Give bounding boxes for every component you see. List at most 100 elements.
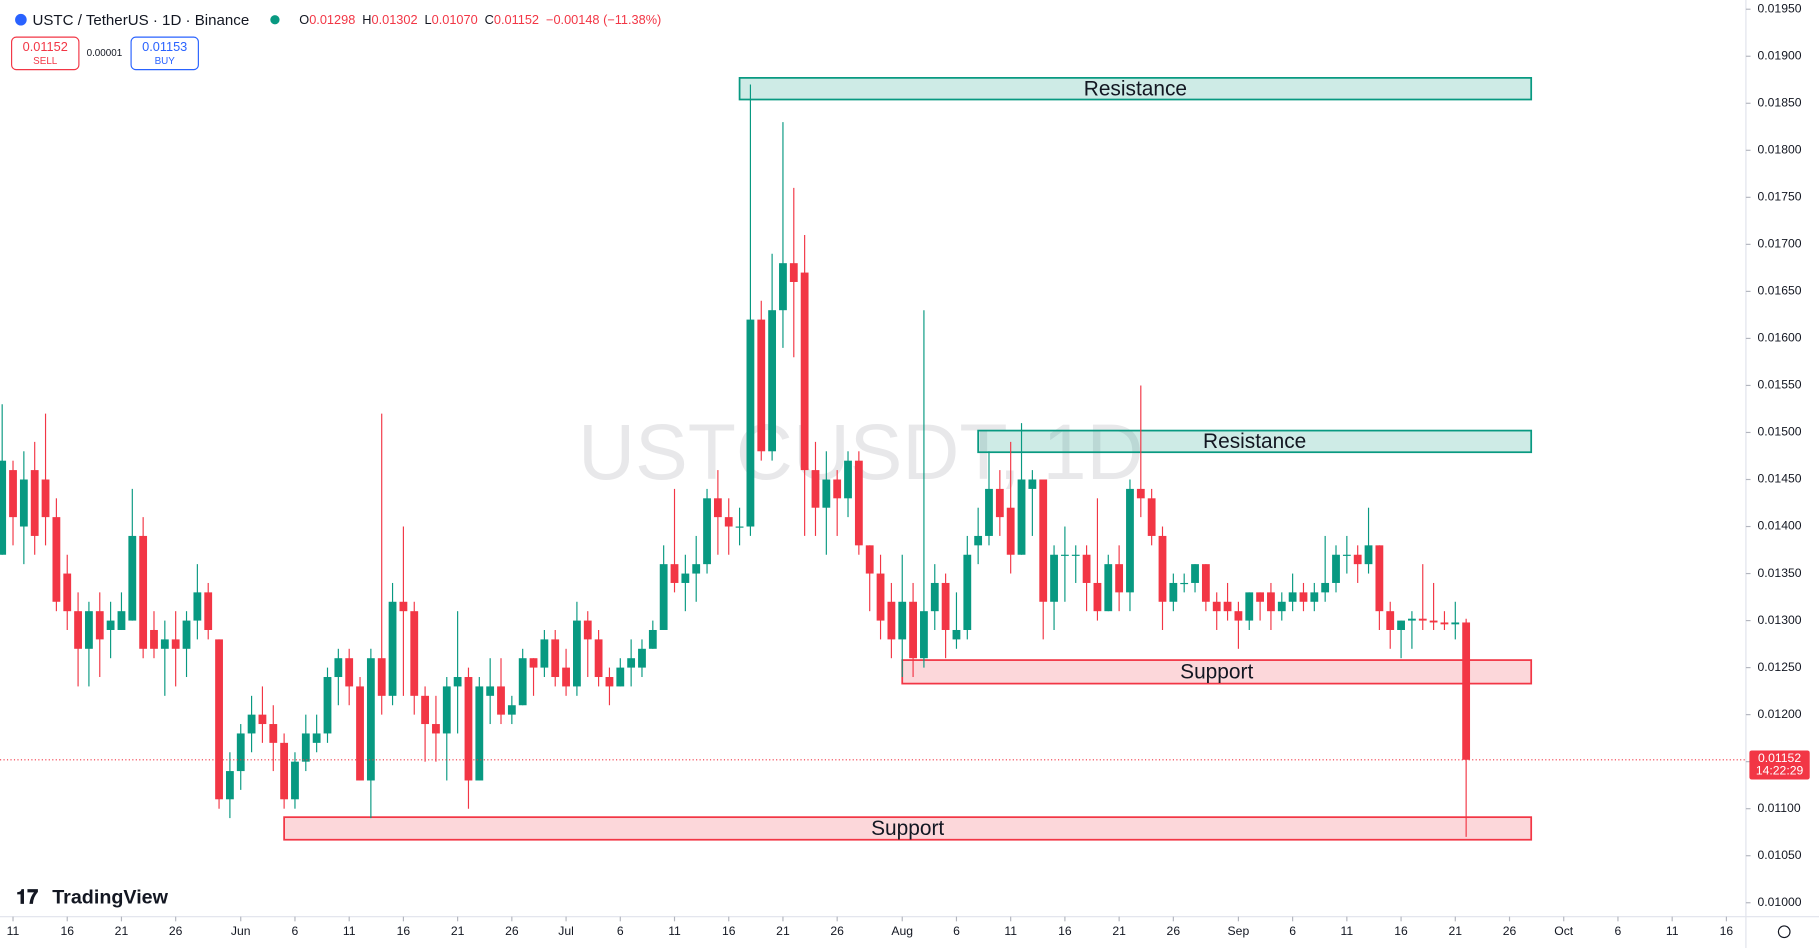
candle-body — [1256, 592, 1264, 602]
y-tick-label: 0.01850 — [1758, 95, 1802, 109]
candle-body — [854, 460, 863, 546]
candle-body — [1353, 554, 1362, 565]
y-tick-label: 0.01600 — [1758, 331, 1802, 345]
candle-body — [106, 620, 115, 630]
candle-body — [486, 686, 495, 696]
candle-body — [1126, 488, 1134, 593]
candle-body — [269, 724, 278, 743]
x-tick-label: 6 — [1289, 924, 1296, 938]
candle-body — [1169, 582, 1178, 602]
x-tick-label: 11 — [7, 924, 20, 938]
candle-body — [117, 611, 126, 630]
candle-body — [692, 564, 701, 574]
x-tick-label: 16 — [1394, 924, 1408, 938]
candle-body — [779, 263, 787, 311]
market-status — [270, 15, 280, 25]
y-tick-label: 0.01500 — [1758, 425, 1802, 439]
ohlc-value: 0.01070 — [432, 12, 478, 27]
candle-body — [464, 677, 473, 781]
logo: TradingView — [52, 886, 168, 908]
symbol-title: USTC / TetherUS · 1D · Binance — [32, 12, 249, 29]
ohlc-key: O — [299, 12, 309, 27]
candle-body — [974, 535, 983, 546]
sell-label: SELL — [33, 56, 58, 67]
candle-body — [410, 611, 419, 696]
candle-body — [1299, 592, 1308, 602]
y-tick-label: 0.01400 — [1758, 519, 1802, 533]
candle-body — [1386, 611, 1395, 630]
x-tick-label: 6 — [292, 924, 299, 938]
y-tick-label: 0.01300 — [1758, 613, 1802, 627]
candle-body — [1310, 592, 1319, 602]
candle-body — [1440, 622, 1449, 625]
candle-body — [366, 658, 375, 781]
candle-body — [995, 488, 1004, 518]
zone-label: Support — [871, 817, 944, 840]
zone-label: Support — [1180, 661, 1253, 684]
y-tick-label: 0.01200 — [1758, 707, 1802, 721]
x-tick-label: Sep — [1228, 924, 1250, 938]
countdown: 14:22:29 — [1756, 764, 1804, 778]
candle-body — [865, 545, 874, 574]
candle-body — [41, 479, 50, 518]
candle-body — [1050, 554, 1058, 602]
ohlc-value: 0.01298 — [309, 12, 355, 27]
y-tick-label: 0.01650 — [1758, 284, 1802, 298]
candle-body — [627, 658, 636, 668]
candle-body — [594, 639, 603, 678]
candle-body — [377, 658, 386, 696]
y-tick-label: 0.01750 — [1758, 190, 1802, 204]
sell-button[interactable] — [11, 36, 80, 71]
candle-body — [1201, 564, 1210, 602]
x-tick-label: 26 — [1503, 924, 1517, 938]
y-tick-label: 0.01000 — [1758, 895, 1802, 909]
y-tick-label: 0.01100 — [1758, 801, 1801, 815]
buy-price: 0.01153 — [142, 39, 187, 54]
candle-body — [1093, 582, 1102, 612]
candle-body — [150, 629, 158, 649]
buy-button[interactable] — [130, 36, 199, 71]
x-tick-label: 26 — [1167, 924, 1181, 938]
candle-body — [160, 639, 169, 649]
candle-body — [789, 263, 798, 282]
candle-body — [388, 601, 397, 696]
ohlc-change: −0.00148 (−11.38%) — [546, 12, 661, 27]
x-tick-label: 11 — [1004, 924, 1017, 938]
candle-body — [703, 498, 711, 565]
candle-body — [1364, 545, 1373, 565]
candle-body — [920, 611, 928, 659]
candle-body — [1277, 601, 1286, 612]
candle-body — [670, 564, 679, 583]
x-tick-label: 16 — [722, 924, 736, 938]
x-tick-label: Aug — [891, 924, 913, 938]
candle-body — [540, 639, 549, 668]
x-tick-label: 26 — [169, 924, 183, 938]
candle-body — [648, 629, 657, 649]
candle-body — [1071, 554, 1080, 556]
candle-body — [1418, 618, 1427, 621]
candle-body — [1147, 498, 1156, 536]
candle-body — [833, 479, 842, 499]
settings-icon[interactable] — [1777, 925, 1791, 939]
candle-body — [1342, 554, 1351, 556]
candle-body — [551, 639, 560, 678]
candle-body — [930, 582, 939, 612]
ohlc-value: 0.01302 — [371, 12, 417, 27]
x-tick-label: 21 — [115, 924, 129, 938]
candle-body — [1451, 622, 1460, 625]
candle-body — [800, 272, 809, 471]
candle-body — [1462, 622, 1471, 760]
candle-body — [1267, 592, 1275, 612]
candle-body — [768, 310, 777, 452]
candle-body — [453, 677, 462, 687]
candle-body — [811, 470, 820, 508]
candle-body — [215, 639, 223, 800]
ohlc-key: L — [425, 12, 432, 27]
candle-body — [128, 535, 137, 621]
candle-body — [171, 639, 180, 649]
candle-body — [1223, 601, 1232, 612]
candle-body — [356, 686, 364, 781]
candle-body — [497, 686, 505, 715]
ohlc-legend: O0.01298 H0.01302 L0.01070 C0.01152 −0.00148… — [299, 12, 661, 27]
candle-body — [1082, 554, 1091, 583]
